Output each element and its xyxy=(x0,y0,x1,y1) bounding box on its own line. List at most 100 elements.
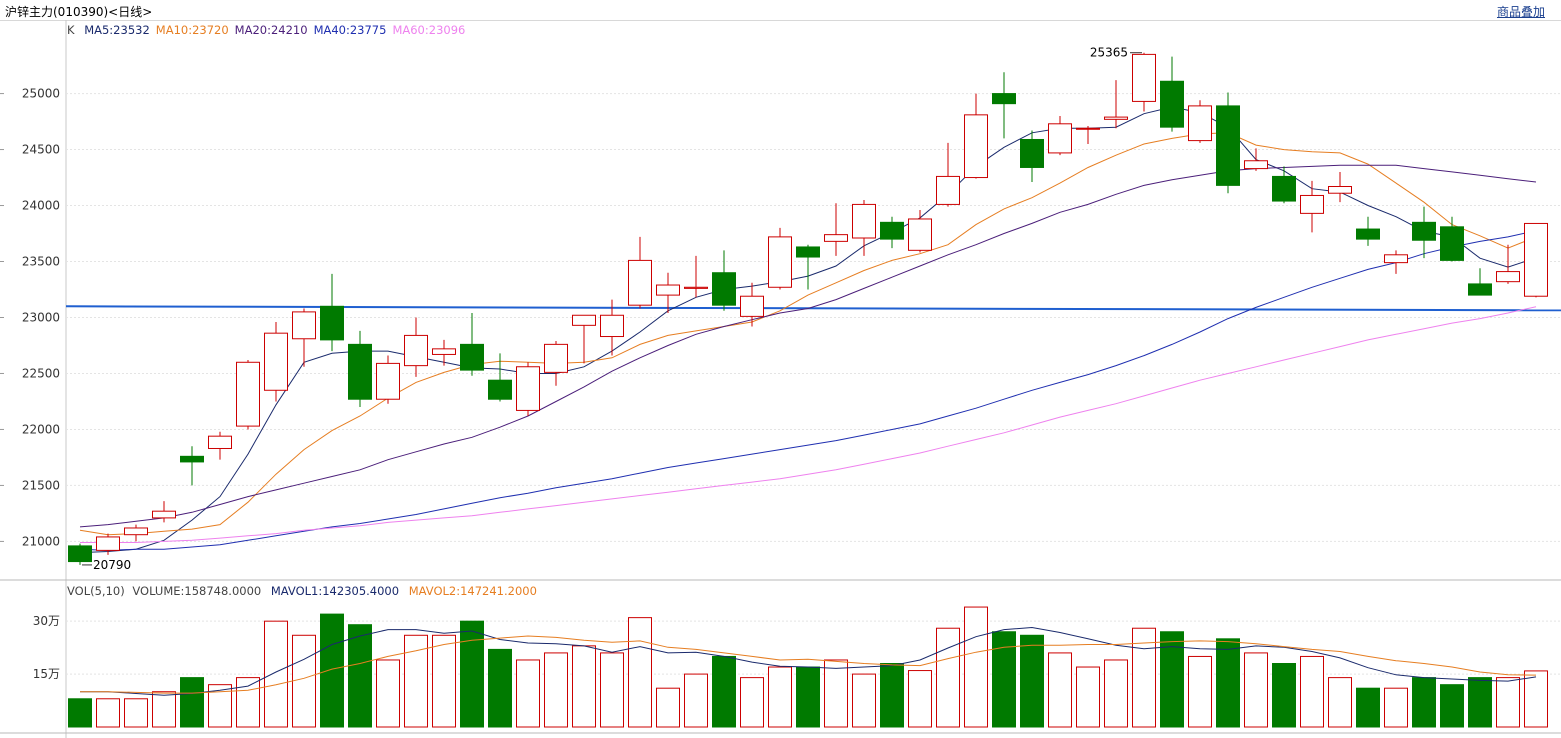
volume-bar xyxy=(1300,655,1324,728)
volume-bar xyxy=(740,677,764,728)
candle-body xyxy=(348,343,372,400)
ma-legend-0: MA5:23532 xyxy=(84,23,150,37)
volume-value: VOLUME:158748.0000 xyxy=(132,584,262,598)
candle xyxy=(152,501,176,523)
volume-bar xyxy=(1188,655,1212,728)
volume-bar xyxy=(460,620,484,728)
volume-bar xyxy=(1272,663,1296,728)
volume-bar xyxy=(1020,634,1044,728)
candle-body xyxy=(124,527,148,536)
price-legend: K MA5:23532 MA10:23720 MA20:24210 MA40:2377… xyxy=(67,23,471,37)
volume-bar xyxy=(264,620,288,728)
candle-body xyxy=(1216,105,1240,186)
candle-body xyxy=(572,314,596,326)
volume-bar xyxy=(1328,677,1352,728)
candle-body xyxy=(852,203,876,239)
price-tick-label: 24500 xyxy=(22,143,60,157)
volume-bar xyxy=(1104,659,1128,728)
title-bar: 沪锌主力(010390)<日线> 商品叠加 xyxy=(0,0,1561,21)
volume-bar xyxy=(152,691,176,728)
volume-bar xyxy=(544,652,568,728)
candle-body xyxy=(404,334,428,367)
candle xyxy=(796,244,820,290)
candle xyxy=(1272,166,1296,204)
candle xyxy=(936,142,960,207)
candle xyxy=(1356,216,1380,246)
candle-body xyxy=(180,455,204,463)
candle xyxy=(404,317,428,377)
commodity-overlay-link[interactable]: 商品叠加 xyxy=(1496,5,1545,19)
candle-body xyxy=(768,236,792,288)
candle xyxy=(348,330,372,408)
candle-body xyxy=(740,295,764,317)
volume-bar xyxy=(1496,677,1520,728)
candle-body xyxy=(992,93,1016,105)
volume-bar xyxy=(600,652,624,728)
candle xyxy=(628,236,652,309)
candle xyxy=(544,341,568,386)
candle xyxy=(992,72,1016,139)
candle-body xyxy=(544,343,568,373)
candle-body xyxy=(796,246,820,258)
candle xyxy=(1076,126,1100,144)
candle-body xyxy=(1272,175,1296,202)
volume-layer xyxy=(68,606,1548,728)
candle-body xyxy=(1048,123,1072,154)
candle xyxy=(236,360,260,430)
candle-body xyxy=(1384,254,1408,264)
volume-bar xyxy=(880,663,904,728)
volume-bar xyxy=(488,648,512,728)
candle xyxy=(1048,115,1072,156)
candle xyxy=(292,308,316,367)
candle xyxy=(740,282,764,327)
candle xyxy=(1468,268,1492,296)
volume-bar xyxy=(1384,687,1408,728)
price-panel-label: K xyxy=(67,23,75,37)
candle xyxy=(600,299,624,356)
candle xyxy=(1104,80,1128,129)
volume-bar xyxy=(572,645,596,728)
candle xyxy=(572,314,596,364)
support-line xyxy=(65,305,1561,312)
volume-bar xyxy=(292,634,316,728)
candle-body xyxy=(432,348,456,355)
candle xyxy=(1524,222,1548,298)
ma-legend-1: MA10:23720 xyxy=(155,23,229,37)
volume-bar xyxy=(1048,652,1072,728)
volume-panel-label: VOL(5,10) xyxy=(67,584,125,598)
candle xyxy=(880,216,904,249)
volume-bar xyxy=(908,670,932,728)
candle-body xyxy=(1244,160,1268,170)
volume-bar xyxy=(236,677,260,728)
candle xyxy=(516,362,540,417)
low-label: 20790 xyxy=(93,558,131,572)
price-tick-label: 23000 xyxy=(22,310,60,324)
candle xyxy=(124,524,148,542)
volume-bar xyxy=(628,617,652,728)
candle-body xyxy=(1524,222,1548,297)
volume-ma-mavol2 xyxy=(80,635,1537,694)
candle xyxy=(1300,180,1324,233)
price-tick-label: 21500 xyxy=(22,478,60,492)
candle-body xyxy=(1132,53,1156,102)
volume-bar xyxy=(712,655,736,728)
candle xyxy=(1132,52,1156,112)
volume-bar xyxy=(1524,670,1548,728)
ma-legend-3: MA40:23775 xyxy=(313,23,387,37)
candle-body xyxy=(1496,271,1520,283)
candle xyxy=(852,199,876,256)
candle-body xyxy=(96,536,120,551)
candle-body xyxy=(1328,186,1352,194)
candle-body xyxy=(1076,127,1100,130)
price-tick-label: 24000 xyxy=(22,199,60,213)
volume-legend: VOL(5,10) VOLUME:158748.0000 MAVOL1:1423… xyxy=(67,584,543,598)
candle-body xyxy=(488,379,512,400)
candle-body xyxy=(880,221,904,240)
candle-body xyxy=(1412,221,1436,241)
volume-bar xyxy=(180,677,204,728)
candle xyxy=(1216,92,1240,194)
candle-body xyxy=(824,234,848,242)
price-layer: 25365 20790 xyxy=(65,46,1561,572)
volume-bar xyxy=(768,666,792,728)
